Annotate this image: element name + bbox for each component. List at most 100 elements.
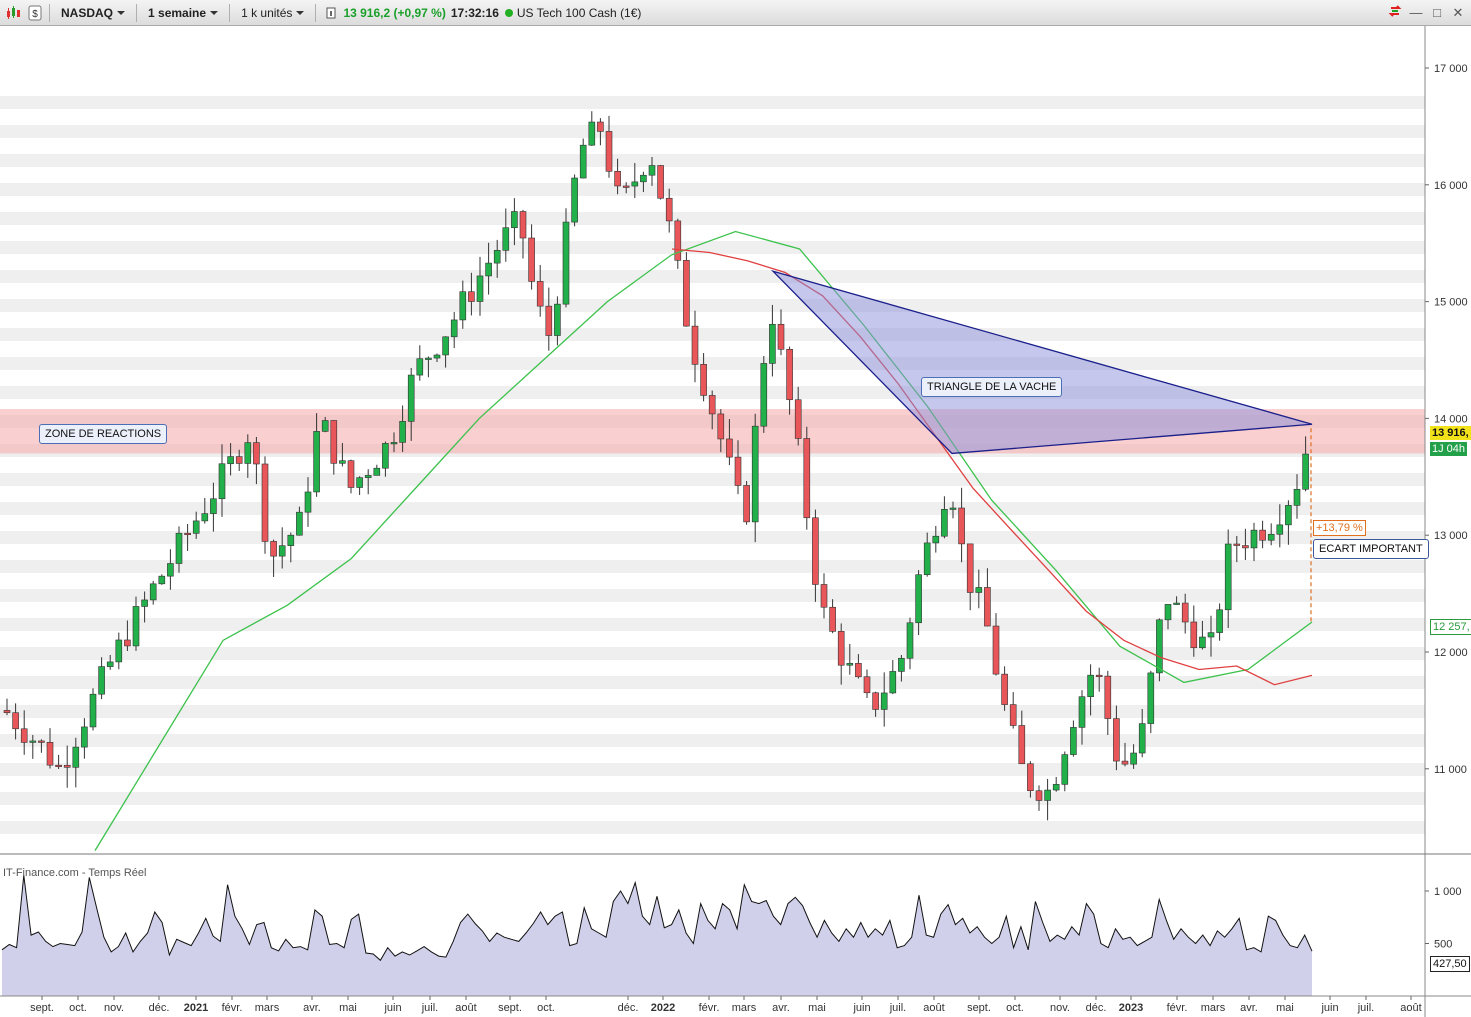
- candle-down: [330, 420, 338, 464]
- time-tick-label: mars: [732, 1002, 757, 1014]
- candle-up: [313, 431, 320, 493]
- candle-up: [571, 177, 578, 223]
- candle-up: [175, 532, 183, 564]
- info-icon[interactable]: [325, 4, 337, 22]
- toolbar-divider: [136, 3, 138, 22]
- grid-band: [0, 125, 1425, 138]
- grid-band: [0, 96, 1425, 109]
- grid-band: [0, 647, 1425, 660]
- grid-band: [0, 270, 1425, 283]
- candle-up: [1138, 723, 1146, 754]
- candle-down: [794, 399, 802, 439]
- triangle-pattern: [770, 269, 1313, 455]
- candle-down: [597, 121, 604, 132]
- candle-up: [1276, 524, 1284, 535]
- candle-up: [304, 491, 312, 513]
- dollar-icon[interactable]: $: [26, 4, 44, 22]
- candle-up: [364, 475, 372, 478]
- price-chart-svg[interactable]: 17 000 16 000 15 000 14 000 13 000 12 000 11 0…: [0, 26, 1471, 1017]
- time-tick-label: mai: [808, 1002, 826, 1014]
- candle-up: [511, 211, 518, 229]
- candle-up: [932, 535, 940, 544]
- time-tick-label: juil.: [1357, 1002, 1375, 1014]
- grid-band: [0, 705, 1425, 718]
- last-price-tag: 13 916,: [1430, 426, 1471, 440]
- candle-up: [167, 563, 174, 577]
- candle-down: [605, 131, 613, 172]
- close-icon[interactable]: ✕: [1452, 5, 1464, 20]
- zone-annotation[interactable]: ZONE DE REACTIONS: [39, 424, 168, 444]
- candle-down: [726, 438, 733, 458]
- grid-band: [0, 183, 1425, 196]
- chevron-down-icon: [117, 10, 126, 15]
- candle-up: [889, 671, 897, 694]
- candle-up: [631, 181, 639, 187]
- candle-up: [244, 442, 252, 464]
- units-dropdown[interactable]: 1 k unités: [235, 2, 310, 24]
- time-tick-label: juin: [1320, 1002, 1338, 1014]
- candle-up: [141, 599, 148, 607]
- time-tick-label: nov.: [104, 1002, 124, 1014]
- chart-area[interactable]: 17 000 16 000 15 000 14 000 13 000 12 000 11 0…: [0, 26, 1471, 1017]
- grid-band: [0, 821, 1425, 834]
- candle-up: [562, 221, 570, 305]
- grid-band: [0, 241, 1425, 254]
- candle-up: [751, 425, 759, 523]
- time-tick-label: mai: [339, 1002, 357, 1014]
- candle-down: [519, 211, 527, 239]
- candle-up: [941, 509, 948, 537]
- candle-up: [356, 477, 363, 488]
- time-tick-label: nov.: [1050, 1002, 1070, 1014]
- candle-down: [657, 165, 664, 199]
- candle-down: [958, 507, 965, 545]
- volume-tick-label: 1 000: [1434, 886, 1462, 898]
- candle-up: [89, 693, 97, 728]
- candle-down: [545, 305, 553, 336]
- grid-band: [0, 531, 1425, 544]
- sync-icon[interactable]: [1388, 4, 1402, 22]
- candle-down: [1259, 529, 1266, 541]
- grid-band: [0, 357, 1425, 370]
- price-tick-label: 14 000: [1434, 413, 1468, 425]
- time-tick-label: avr.: [1240, 1002, 1258, 1014]
- time-tick-label: août: [1400, 1002, 1421, 1014]
- candle-down: [786, 349, 793, 401]
- candle-down: [1095, 674, 1103, 677]
- candle-up: [433, 354, 441, 359]
- candle-down: [777, 323, 785, 350]
- gap-annotation[interactable]: ECART IMPORTANT: [1313, 539, 1429, 559]
- candle-down: [984, 587, 991, 627]
- candle-up: [399, 421, 406, 443]
- price-change: 13 916,2 (+0,97 %): [343, 5, 446, 20]
- candle-down: [63, 765, 71, 768]
- minimize-icon[interactable]: —: [1409, 5, 1423, 20]
- grid-band: [0, 734, 1425, 747]
- candle-up: [1267, 533, 1275, 541]
- price-tick-label: 13 000: [1434, 530, 1468, 542]
- time-tick-label: févr.: [1167, 1002, 1188, 1014]
- symbol-dropdown[interactable]: NASDAQ: [55, 2, 131, 24]
- candle-up: [485, 262, 492, 277]
- candle-down: [1009, 704, 1017, 726]
- maximize-icon[interactable]: □: [1433, 5, 1441, 20]
- candle-down: [614, 171, 621, 187]
- time-tick-label: sept.: [967, 1002, 991, 1014]
- candlestick-chart-icon[interactable]: [4, 4, 22, 22]
- grid-band: [0, 212, 1425, 225]
- time-tick-label: oct.: [1006, 1002, 1024, 1014]
- candle-up: [760, 363, 768, 427]
- candle-up: [1078, 696, 1086, 728]
- candle-up: [416, 358, 424, 376]
- candle-up: [459, 291, 467, 321]
- time-tick-label: juil.: [421, 1002, 439, 1014]
- candle-up: [115, 639, 123, 663]
- triangle-annotation[interactable]: TRIANGLE DE LA VACHE: [921, 377, 1063, 397]
- source-label: IT-Finance.com - Temps Réel: [3, 867, 147, 879]
- price-tick-label: 17 000: [1434, 63, 1468, 75]
- candle-down: [1190, 621, 1198, 649]
- candle-up: [98, 666, 105, 695]
- period-dropdown[interactable]: 1 semaine: [142, 2, 224, 24]
- candle-countdown-tag: 1J 04h: [1430, 442, 1468, 456]
- time-tick-label: oct.: [69, 1002, 87, 1014]
- candle-down: [1121, 760, 1129, 765]
